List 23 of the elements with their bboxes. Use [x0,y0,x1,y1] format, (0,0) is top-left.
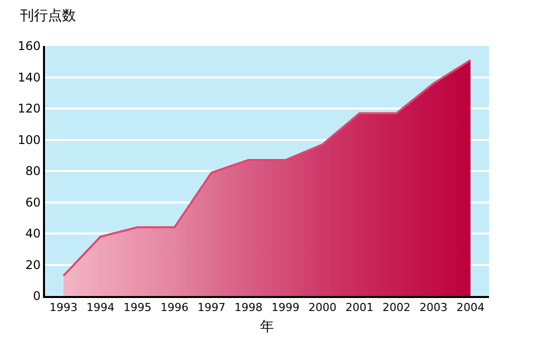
y-axis-title: 刊行点数 [20,8,76,24]
y-tick-label: 120 [18,102,41,116]
x-tick-label: 2001 [346,301,374,314]
y-tick-label: 100 [18,132,41,147]
x-tick-label: 1995 [124,301,152,314]
x-tick-label: 2002 [382,301,410,314]
y-tick-label: 80 [25,164,41,178]
x-tick-label: 1993 [50,301,78,314]
x-tick-label: 2003 [420,301,448,314]
y-tick-label: 160 [18,39,41,54]
y-tick-label: 20 [25,258,41,272]
x-tick-label: 1996 [160,301,188,314]
y-tick-label: 40 [25,226,41,241]
x-tick-label: 1999 [272,301,300,314]
y-tick-label: 60 [25,195,41,210]
x-tick-label: 1998 [234,301,262,314]
x-axis-title: 年 [260,319,274,335]
x-tick-label: 2000 [308,301,336,314]
x-tick-label: 2004 [456,301,484,314]
x-tick-label: 1997 [198,301,226,314]
x-tick-label: 1994 [86,301,114,314]
y-tick-label: 0 [32,289,41,304]
y-tick-label: 140 [18,70,41,84]
